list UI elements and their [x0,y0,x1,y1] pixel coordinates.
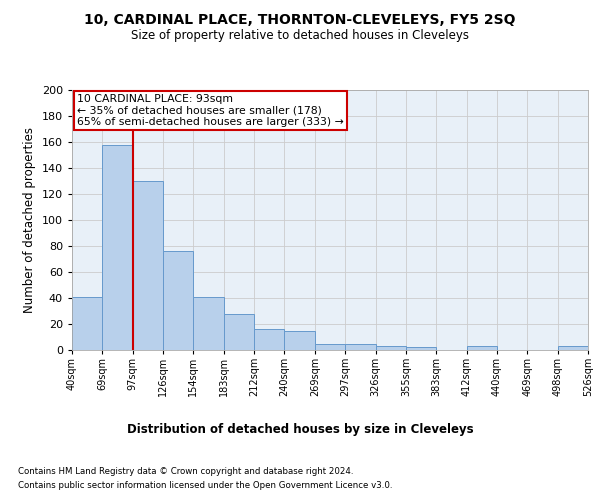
Text: Distribution of detached houses by size in Cleveleys: Distribution of detached houses by size … [127,422,473,436]
Text: Contains HM Land Registry data © Crown copyright and database right 2024.: Contains HM Land Registry data © Crown c… [18,468,353,476]
Text: Contains public sector information licensed under the Open Government Licence v3: Contains public sector information licen… [18,481,392,490]
Bar [284,330,315,350]
Bar [376,346,406,350]
Bar [133,181,163,350]
Bar [557,346,588,350]
Text: 10, CARDINAL PLACE, THORNTON-CLEVELEYS, FY5 2SQ: 10, CARDINAL PLACE, THORNTON-CLEVELEYS, … [84,12,516,26]
Text: 10 CARDINAL PLACE: 93sqm
← 35% of detached houses are smaller (178)
65% of semi-: 10 CARDINAL PLACE: 93sqm ← 35% of detach… [77,94,344,127]
Bar [406,348,436,350]
Bar [103,144,133,350]
Bar [345,344,376,350]
Bar [254,329,284,350]
Y-axis label: Number of detached properties: Number of detached properties [23,127,36,313]
Bar [163,251,193,350]
Text: Size of property relative to detached houses in Cleveleys: Size of property relative to detached ho… [131,29,469,42]
Bar [467,346,497,350]
Bar [72,296,103,350]
Bar [224,314,254,350]
Bar [193,296,224,350]
Bar [315,344,345,350]
